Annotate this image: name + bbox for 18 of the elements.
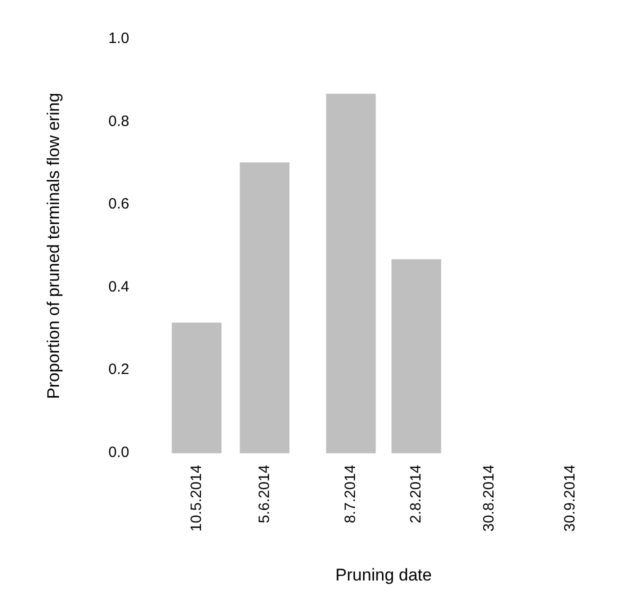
bar: [326, 94, 376, 454]
x-tick-label: 5.6.2014: [256, 464, 273, 524]
x-tick-label: 2.8.2014: [407, 464, 424, 524]
y-tick-label: 0.6: [108, 196, 130, 213]
bar: [172, 322, 222, 454]
bar: [240, 162, 290, 454]
bar: [391, 259, 442, 454]
x-tick-label: 30.8.2014: [480, 464, 498, 532]
y-axis-title: Proportion of pruned terminals flow ering: [44, 92, 63, 400]
y-tick-label: 0.8: [108, 112, 130, 130]
y-tick-label: 0.2: [108, 361, 130, 378]
y-tick-label: 0.0: [108, 444, 130, 462]
x-tick-label: 10.5.2014: [188, 464, 205, 532]
y-tick-label: 0.4: [108, 278, 130, 296]
x-axis-title: Pruning date: [335, 565, 432, 584]
y-tick-label: 1.0: [108, 30, 130, 48]
x-tick-label: 8.7.2014: [342, 464, 360, 524]
x-tick-label: 30.9.2014: [562, 464, 579, 532]
